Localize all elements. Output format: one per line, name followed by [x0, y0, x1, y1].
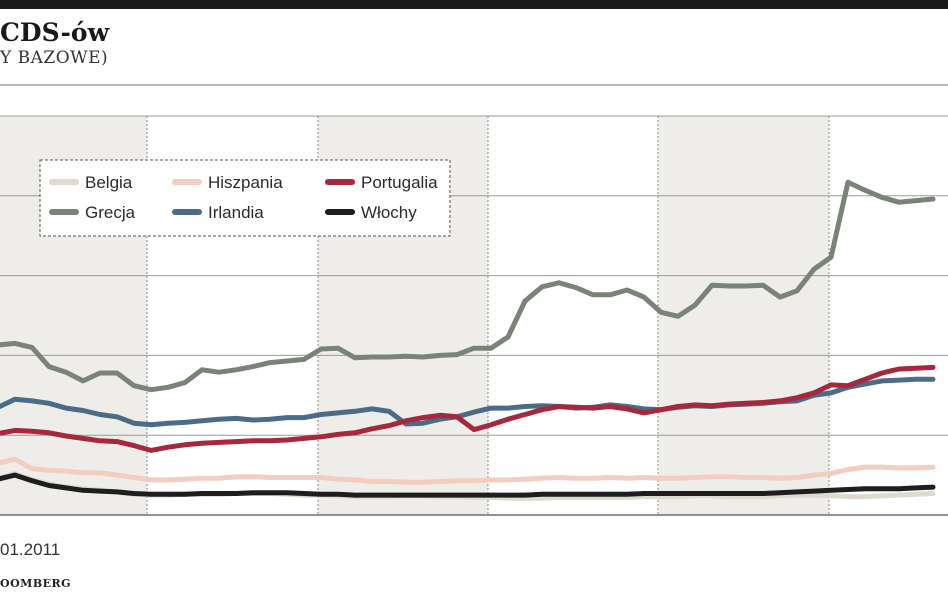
background-bands — [0, 116, 829, 515]
chart-subtitle: Y BAZOWE) — [0, 48, 109, 68]
title-divider — [0, 84, 948, 86]
top-bar — [0, 0, 948, 9]
legend: Belgia Hiszpania Portugalia Grecja Irlandia W… — [39, 159, 451, 237]
legend-label-grecja: Grecja — [85, 203, 136, 222]
legend-label-hiszpania: Hiszpania — [208, 173, 283, 192]
x-axis-start-label: 01.2011 — [0, 540, 61, 559]
background-band — [658, 116, 829, 515]
chart-title: CDS-ów — [0, 18, 110, 47]
legend-label-belgia: Belgia — [85, 173, 133, 192]
source-label: OOMBERG — [0, 577, 72, 590]
legend-label-wlochy: Włochy — [361, 203, 417, 222]
series-line-hiszpania — [0, 456, 936, 485]
legend-box — [39, 159, 451, 237]
legend-label-portugalia: Portugalia — [361, 173, 438, 192]
series-line-wlochy — [0, 472, 936, 498]
gridlines — [0, 115, 948, 516]
series-line-grecja — [0, 179, 936, 393]
legend-label-irlandia: Irlandia — [208, 203, 264, 222]
series-line-portugalia — [0, 364, 936, 453]
series-layer — [0, 179, 936, 501]
